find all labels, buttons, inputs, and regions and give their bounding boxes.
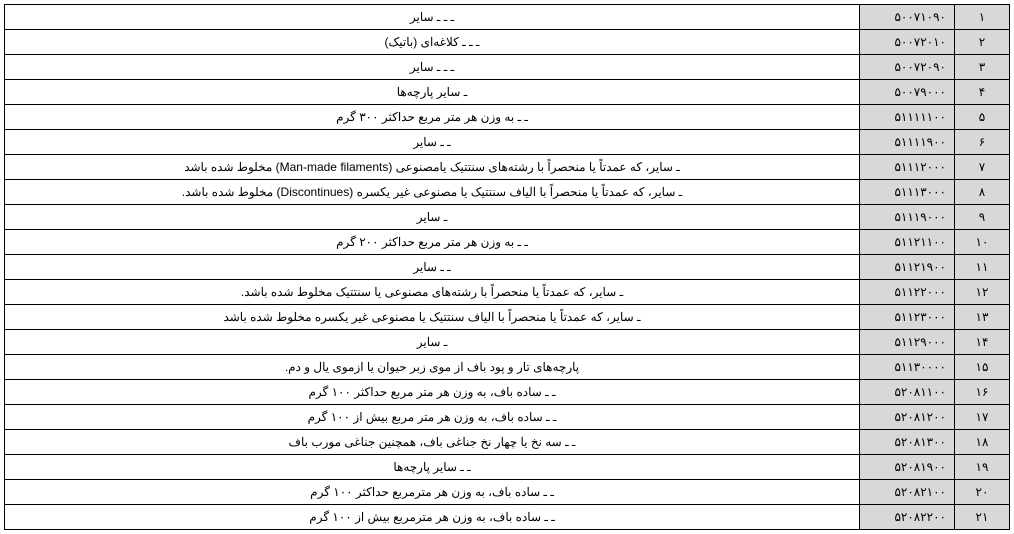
row-index: ۱۸ [955, 430, 1010, 455]
tariff-description: ـ ـ ـ سایر [5, 5, 860, 30]
tariff-description: ـ ـ ـ سایر [5, 55, 860, 80]
table-row: ۵۵۱۱۱۱۱۰۰ـ ـ به وزن هر متر مربع حداکثر ۳… [5, 105, 1010, 130]
tariff-code: ۵۱۱۳۰۰۰۰ [860, 355, 955, 380]
row-index: ۱۴ [955, 330, 1010, 355]
tariff-code: ۵۱۱۱۹۰۰۰ [860, 205, 955, 230]
table-row: ۲۰۵۲۰۸۲۱۰۰ـ ـ ساده باف، به وزن هر مترمرب… [5, 480, 1010, 505]
row-index: ۱۷ [955, 405, 1010, 430]
row-index: ۵ [955, 105, 1010, 130]
row-index: ۴ [955, 80, 1010, 105]
tariff-code: ۵۱۱۱۲۰۰۰ [860, 155, 955, 180]
tariff-description: ـ سایر، که عمدتاً یا منحصراً با الیاف سن… [5, 305, 860, 330]
tariff-description: ـ سایر پارچه‌ها [5, 80, 860, 105]
row-index: ۱۹ [955, 455, 1010, 480]
tariff-code: ۵۱۱۲۹۰۰۰ [860, 330, 955, 355]
tariff-code: ۵۰۰۷۹۰۰۰ [860, 80, 955, 105]
row-index: ۷ [955, 155, 1010, 180]
tariff-code: ۵۰۰۷۱۰۹۰ [860, 5, 955, 30]
table-row: ۱۹۵۲۰۸۱۹۰۰ـ ـ سایر پارچه‌ها [5, 455, 1010, 480]
tariff-code: ۵۲۰۸۲۲۰۰ [860, 505, 955, 530]
tariff-code: ۵۲۰۸۱۲۰۰ [860, 405, 955, 430]
row-index: ۳ [955, 55, 1010, 80]
row-index: ۱۶ [955, 380, 1010, 405]
tariff-table-body: ۱۵۰۰۷۱۰۹۰ـ ـ ـ سایر۲۵۰۰۷۲۰۱۰ـ ـ ـ کلاغه‌… [5, 5, 1010, 530]
tariff-description: پارچه‌های تار و پود باف از موی زبر حیوان… [5, 355, 860, 380]
tariff-code: ۵۲۰۸۲۱۰۰ [860, 480, 955, 505]
table-row: ۱۰۵۱۱۲۱۱۰۰ـ ـ به وزن هر متر مربع حداکثر … [5, 230, 1010, 255]
table-row: ۱۵۰۰۷۱۰۹۰ـ ـ ـ سایر [5, 5, 1010, 30]
tariff-table: ۱۵۰۰۷۱۰۹۰ـ ـ ـ سایر۲۵۰۰۷۲۰۱۰ـ ـ ـ کلاغه‌… [4, 4, 1010, 530]
table-row: ۳۵۰۰۷۲۰۹۰ـ ـ ـ سایر [5, 55, 1010, 80]
table-row: ۶۵۱۱۱۱۹۰۰ـ ـ سایر [5, 130, 1010, 155]
row-index: ۱۰ [955, 230, 1010, 255]
table-row: ۸۵۱۱۱۳۰۰۰ـ سایر، که عمدتاً یا منحصراً با… [5, 180, 1010, 205]
row-index: ۱ [955, 5, 1010, 30]
row-index: ۱۱ [955, 255, 1010, 280]
tariff-description: ـ ـ سایر پارچه‌ها [5, 455, 860, 480]
tariff-description: ـ ـ به وزن هر متر مربع حداکثر ۳۰۰ گرم [5, 105, 860, 130]
row-index: ۱۵ [955, 355, 1010, 380]
row-index: ۶ [955, 130, 1010, 155]
table-row: ۱۷۵۲۰۸۱۲۰۰ـ ـ ساده باف، به وزن هر متر مر… [5, 405, 1010, 430]
tariff-description: ـ سایر [5, 205, 860, 230]
table-row: ۱۸۵۲۰۸۱۳۰۰ـ ـ سه نخ یا چهار نخ جناغی باف… [5, 430, 1010, 455]
table-row: ۱۳۵۱۱۲۳۰۰۰ـ سایر، که عمدتاً یا منحصراً ب… [5, 305, 1010, 330]
row-index: ۹ [955, 205, 1010, 230]
tariff-description: ـ ـ ساده باف، به وزن هر مترمربع حداکثر ۱… [5, 480, 860, 505]
tariff-code: ۵۱۱۱۱۹۰۰ [860, 130, 955, 155]
table-row: ۷۵۱۱۱۲۰۰۰ـ سایر، که عمدتاً یا منحصراً با… [5, 155, 1010, 180]
tariff-description: ـ ـ سه نخ یا چهار نخ جناغی باف، همچنین ج… [5, 430, 860, 455]
tariff-description: ـ ـ سایر [5, 255, 860, 280]
table-row: ۲۱۵۲۰۸۲۲۰۰ـ ـ ساده باف، به وزن هر مترمرب… [5, 505, 1010, 530]
tariff-code: ۵۱۱۲۱۹۰۰ [860, 255, 955, 280]
row-index: ۲۱ [955, 505, 1010, 530]
tariff-code: ۵۱۱۱۱۱۰۰ [860, 105, 955, 130]
table-row: ۱۵۵۱۱۳۰۰۰۰پارچه‌های تار و پود باف از موی… [5, 355, 1010, 380]
tariff-description: ـ ـ ساده باف، به وزن هر مترمربع بیش از ۱… [5, 505, 860, 530]
table-row: ۱۶۵۲۰۸۱۱۰۰ـ ـ ساده باف، به وزن هر متر مر… [5, 380, 1010, 405]
tariff-description: ـ ـ ساده باف، به وزن هر متر مربع بیش از … [5, 405, 860, 430]
tariff-code: ۵۱۱۲۱۱۰۰ [860, 230, 955, 255]
tariff-description: ـ ـ ساده باف، به وزن هر متر مربع حداکثر … [5, 380, 860, 405]
table-row: ۹۵۱۱۱۹۰۰۰ـ سایر [5, 205, 1010, 230]
row-index: ۱۲ [955, 280, 1010, 305]
row-index: ۱۳ [955, 305, 1010, 330]
tariff-code: ۵۰۰۷۲۰۱۰ [860, 30, 955, 55]
tariff-description: ـ ـ ـ کلاغه‌ای (باتیک) [5, 30, 860, 55]
table-row: ۴۵۰۰۷۹۰۰۰ـ سایر پارچه‌ها [5, 80, 1010, 105]
table-row: ۲۵۰۰۷۲۰۱۰ـ ـ ـ کلاغه‌ای (باتیک) [5, 30, 1010, 55]
tariff-description: ـ ـ به وزن هر متر مربع حداکثر ۲۰۰ گرم [5, 230, 860, 255]
tariff-code: ۵۲۰۸۱۳۰۰ [860, 430, 955, 455]
tariff-code: ۵۲۰۸۱۹۰۰ [860, 455, 955, 480]
row-index: ۸ [955, 180, 1010, 205]
tariff-code: ۵۱۱۱۳۰۰۰ [860, 180, 955, 205]
tariff-code: ۵۱۱۲۳۰۰۰ [860, 305, 955, 330]
row-index: ۲ [955, 30, 1010, 55]
tariff-description: ـ سایر، که عمدتاً یا منحصراً با الیاف سن… [5, 180, 860, 205]
tariff-description: ـ ـ سایر [5, 130, 860, 155]
table-row: ۱۲۵۱۱۲۲۰۰۰ـ سایر، که عمدتاً یا منحصراً ب… [5, 280, 1010, 305]
row-index: ۲۰ [955, 480, 1010, 505]
table-row: ۱۱۵۱۱۲۱۹۰۰ـ ـ سایر [5, 255, 1010, 280]
tariff-code: ۵۲۰۸۱۱۰۰ [860, 380, 955, 405]
tariff-description: ـ سایر، که عمدتاً یا منحصراً با رشته‌های… [5, 155, 860, 180]
tariff-code: ۵۱۱۲۲۰۰۰ [860, 280, 955, 305]
tariff-description: ـ سایر، که عمدتاً یا منحصراً با رشته‌های… [5, 280, 860, 305]
table-row: ۱۴۵۱۱۲۹۰۰۰ـ سایر [5, 330, 1010, 355]
tariff-description: ـ سایر [5, 330, 860, 355]
tariff-code: ۵۰۰۷۲۰۹۰ [860, 55, 955, 80]
